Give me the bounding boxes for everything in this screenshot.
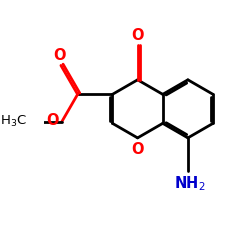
Text: O: O: [47, 114, 59, 128]
Text: O: O: [131, 28, 144, 42]
Text: O: O: [131, 142, 144, 156]
Text: O: O: [54, 48, 66, 63]
Text: H$_3$C: H$_3$C: [0, 114, 27, 128]
Text: NH$_2$: NH$_2$: [174, 174, 206, 193]
